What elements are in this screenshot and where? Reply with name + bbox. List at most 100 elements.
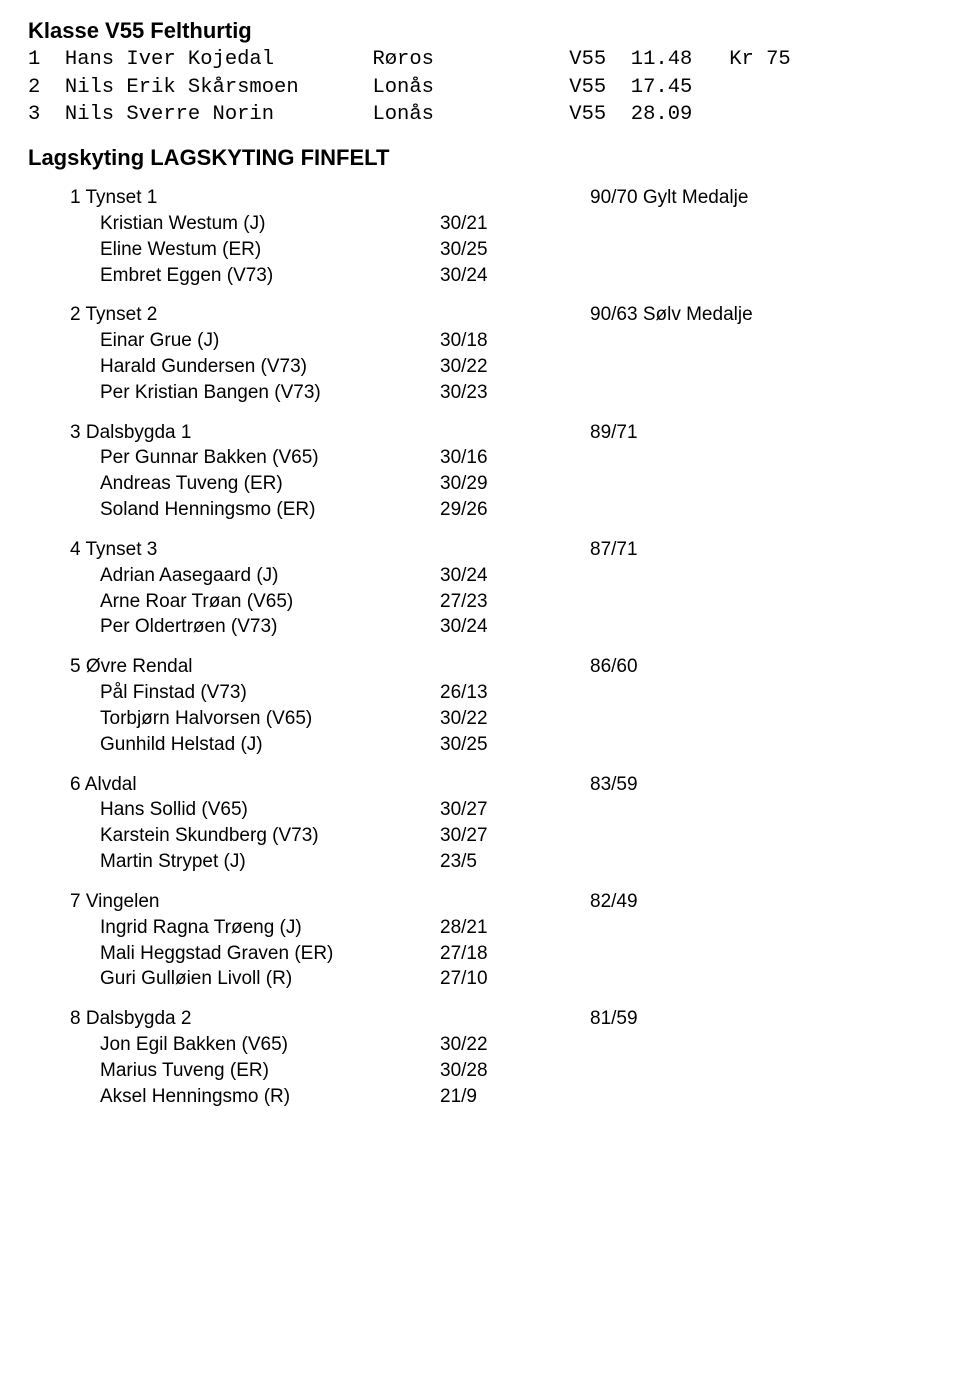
team-name: 3 Dalsbygda 1	[70, 420, 470, 446]
member-score: 27/10	[440, 966, 560, 992]
member-name: Martin Strypet (J)	[100, 849, 440, 875]
team-block: 4 Tynset 387/71Adrian Aasegaard (J)30/24…	[28, 537, 932, 640]
member-score: 30/24	[440, 563, 560, 589]
team-header: 1 Tynset 190/70 Gylt Medalje	[28, 185, 932, 211]
team-member-row: Aksel Henningsmo (R)21/9	[28, 1084, 932, 1110]
team-name: 2 Tynset 2	[70, 302, 470, 328]
member-name: Embret Eggen (V73)	[100, 263, 440, 289]
member-name: Kristian Westum (J)	[100, 211, 440, 237]
member-score: 23/5	[440, 849, 560, 875]
team-member-row: Mali Heggstad Graven (ER)27/18	[28, 941, 932, 967]
result-row: 2 Nils Erik Skårsmoen Lonås V55 17.45	[28, 74, 932, 102]
team-member-row: Eline Westum (ER)30/25	[28, 237, 932, 263]
team-header: 3 Dalsbygda 189/71	[28, 420, 932, 446]
team-block: 8 Dalsbygda 281/59Jon Egil Bakken (V65)3…	[28, 1006, 932, 1109]
team-member-row: Harald Gundersen (V73)30/22	[28, 354, 932, 380]
member-score: 30/27	[440, 823, 560, 849]
team-result: 90/70 Gylt Medalje	[590, 185, 960, 211]
member-score: 27/18	[440, 941, 560, 967]
team-block: 1 Tynset 190/70 Gylt MedaljeKristian Wes…	[28, 185, 932, 288]
team-member-row: Per Oldertrøen (V73)30/24	[28, 614, 932, 640]
team-block: 3 Dalsbygda 189/71Per Gunnar Bakken (V65…	[28, 420, 932, 523]
class-title: Klasse V55 Felthurtig	[28, 18, 932, 44]
member-score: 30/16	[440, 445, 560, 471]
member-name: Aksel Henningsmo (R)	[100, 1084, 440, 1110]
team-member-row: Ingrid Ragna Trøeng (J)28/21	[28, 915, 932, 941]
team-header: 8 Dalsbygda 281/59	[28, 1006, 932, 1032]
team-list: 1 Tynset 190/70 Gylt MedaljeKristian Wes…	[28, 185, 932, 1110]
member-score: 21/9	[440, 1084, 560, 1110]
team-member-row: Andreas Tuveng (ER)30/29	[28, 471, 932, 497]
member-name: Andreas Tuveng (ER)	[100, 471, 440, 497]
class-results: 1 Hans Iver Kojedal Røros V55 11.48 Kr 7…	[28, 46, 932, 129]
team-result: 82/49	[590, 889, 960, 915]
team-member-row: Kristian Westum (J)30/21	[28, 211, 932, 237]
team-block: 7 Vingelen82/49Ingrid Ragna Trøeng (J)28…	[28, 889, 932, 992]
team-member-row: Arne Roar Trøan (V65)27/23	[28, 589, 932, 615]
member-name: Eline Westum (ER)	[100, 237, 440, 263]
member-score: 30/21	[440, 211, 560, 237]
member-score: 30/25	[440, 732, 560, 758]
team-name: 5 Øvre Rendal	[70, 654, 470, 680]
member-name: Ingrid Ragna Trøeng (J)	[100, 915, 440, 941]
member-score: 27/23	[440, 589, 560, 615]
team-member-row: Einar Grue (J)30/18	[28, 328, 932, 354]
member-score: 30/27	[440, 797, 560, 823]
member-name: Hans Sollid (V65)	[100, 797, 440, 823]
team-header: 6 Alvdal83/59	[28, 772, 932, 798]
team-result: 90/63 Sølv Medalje	[590, 302, 960, 328]
result-row: 3 Nils Sverre Norin Lonås V55 28.09	[28, 101, 932, 129]
team-name: 4 Tynset 3	[70, 537, 470, 563]
team-member-row: Gunhild Helstad (J)30/25	[28, 732, 932, 758]
member-name: Per Kristian Bangen (V73)	[100, 380, 440, 406]
team-member-row: Guri Gulløien Livoll (R)27/10	[28, 966, 932, 992]
team-member-row: Torbjørn Halvorsen (V65)30/22	[28, 706, 932, 732]
member-score: 30/28	[440, 1058, 560, 1084]
member-name: Jon Egil Bakken (V65)	[100, 1032, 440, 1058]
team-block: 6 Alvdal83/59Hans Sollid (V65)30/27Karst…	[28, 772, 932, 875]
team-result: 81/59	[590, 1006, 960, 1032]
member-score: 30/18	[440, 328, 560, 354]
team-block: 5 Øvre Rendal86/60Pål Finstad (V73)26/13…	[28, 654, 932, 757]
team-member-row: Hans Sollid (V65)30/27	[28, 797, 932, 823]
member-name: Karstein Skundberg (V73)	[100, 823, 440, 849]
team-result: 89/71	[590, 420, 960, 446]
team-header: 5 Øvre Rendal86/60	[28, 654, 932, 680]
team-name: 6 Alvdal	[70, 772, 470, 798]
member-name: Arne Roar Trøan (V65)	[100, 589, 440, 615]
member-name: Einar Grue (J)	[100, 328, 440, 354]
member-score: 30/24	[440, 263, 560, 289]
member-name: Gunhild Helstad (J)	[100, 732, 440, 758]
member-score: 28/21	[440, 915, 560, 941]
member-name: Mali Heggstad Graven (ER)	[100, 941, 440, 967]
team-header: 2 Tynset 290/63 Sølv Medalje	[28, 302, 932, 328]
member-name: Harald Gundersen (V73)	[100, 354, 440, 380]
team-member-row: Soland Henningsmo (ER)29/26	[28, 497, 932, 523]
team-result: 86/60	[590, 654, 960, 680]
member-score: 30/29	[440, 471, 560, 497]
team-member-row: Karstein Skundberg (V73)30/27	[28, 823, 932, 849]
member-name: Per Gunnar Bakken (V65)	[100, 445, 440, 471]
member-score: 30/22	[440, 706, 560, 732]
section-heading: Lagskyting LAGSKYTING FINFELT	[28, 145, 932, 171]
team-member-row: Embret Eggen (V73)30/24	[28, 263, 932, 289]
team-name: 1 Tynset 1	[70, 185, 470, 211]
team-member-row: Adrian Aasegaard (J)30/24	[28, 563, 932, 589]
result-row: 1 Hans Iver Kojedal Røros V55 11.48 Kr 7…	[28, 46, 932, 74]
team-name: 8 Dalsbygda 2	[70, 1006, 470, 1032]
member-score: 26/13	[440, 680, 560, 706]
member-score: 30/23	[440, 380, 560, 406]
team-header: 4 Tynset 387/71	[28, 537, 932, 563]
team-header: 7 Vingelen82/49	[28, 889, 932, 915]
member-name: Per Oldertrøen (V73)	[100, 614, 440, 640]
member-name: Torbjørn Halvorsen (V65)	[100, 706, 440, 732]
member-score: 29/26	[440, 497, 560, 523]
member-name: Marius Tuveng (ER)	[100, 1058, 440, 1084]
team-member-row: Per Kristian Bangen (V73)30/23	[28, 380, 932, 406]
team-member-row: Pål Finstad (V73)26/13	[28, 680, 932, 706]
team-member-row: Marius Tuveng (ER)30/28	[28, 1058, 932, 1084]
member-name: Guri Gulløien Livoll (R)	[100, 966, 440, 992]
team-member-row: Jon Egil Bakken (V65)30/22	[28, 1032, 932, 1058]
team-member-row: Martin Strypet (J)23/5	[28, 849, 932, 875]
member-name: Soland Henningsmo (ER)	[100, 497, 440, 523]
